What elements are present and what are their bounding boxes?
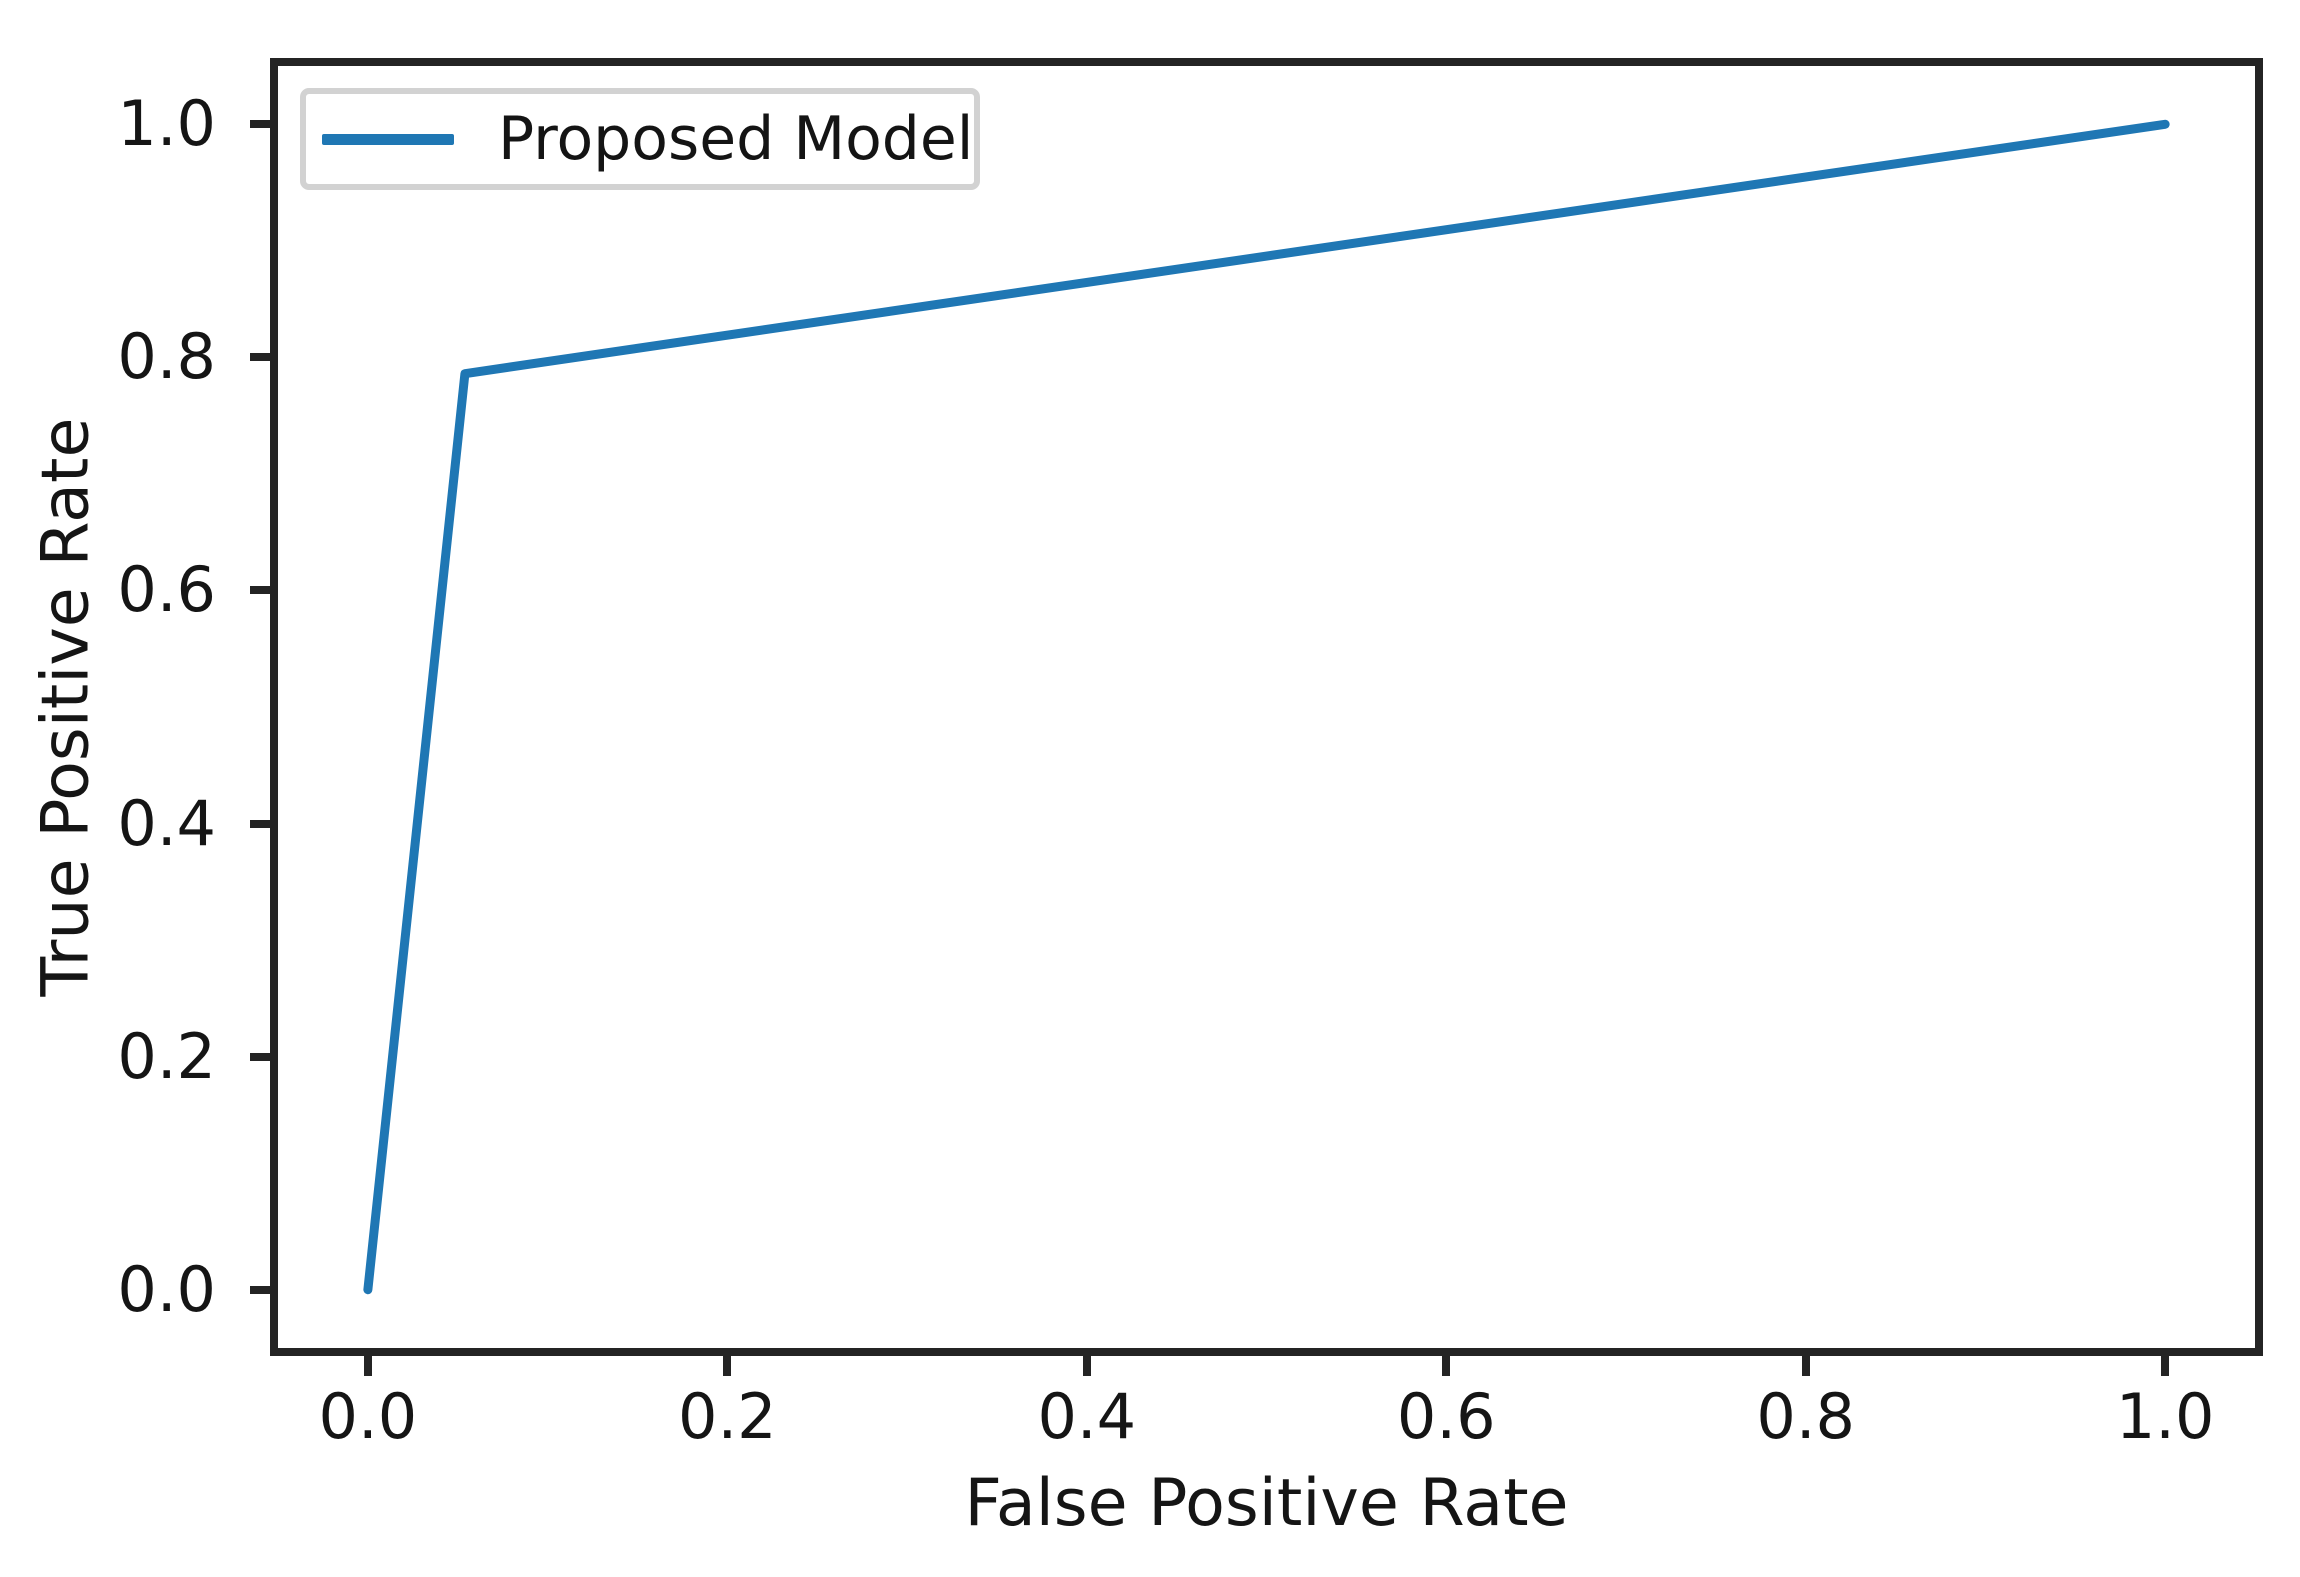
- x-tick-mark: [1801, 1348, 1810, 1376]
- y-tick-label: 0.8: [117, 320, 216, 394]
- legend-line-swatch: [322, 133, 454, 145]
- x-tick-label: 0.0: [318, 1380, 418, 1453]
- y-tick-mark: [250, 1052, 278, 1061]
- y-tick-mark: [250, 819, 278, 828]
- x-tick-label: 0.8: [1756, 1380, 1855, 1453]
- x-tick-label: 1.0: [2115, 1380, 2215, 1453]
- y-tick-label: 0.2: [117, 1019, 216, 1093]
- roc-curve-canvas: [363, 119, 2170, 1295]
- y-tick-label: 0.4: [117, 786, 216, 860]
- y-tick-label: 1.0: [117, 87, 216, 161]
- y-tick-mark: [250, 353, 278, 362]
- y-tick-label: 0.0: [117, 1252, 216, 1326]
- legend: Proposed Model: [300, 88, 980, 190]
- x-tick-mark: [363, 1348, 372, 1376]
- plot-area: 0.0 0.2 0.4 0.6 0.8 1.0 0.0 0.2 0.4 0.6 0.8 1.0 Fa…: [29, 58, 2263, 1541]
- y-tick-mark: [250, 586, 278, 595]
- x-axis-label: False Positive Rate: [964, 1466, 1569, 1541]
- y-tick-label: 0.6: [117, 553, 216, 627]
- legend-entry-label: Proposed Model: [498, 104, 974, 174]
- x-tick-mark: [1442, 1348, 1451, 1376]
- x-tick-mark: [2161, 1348, 2170, 1376]
- y-tick-mark: [250, 120, 278, 129]
- x-tick-label: 0.2: [678, 1380, 777, 1453]
- x-tick-label: 0.6: [1396, 1380, 1496, 1453]
- x-tick-mark: [1082, 1348, 1091, 1376]
- x-tick-label: 0.4: [1037, 1380, 1137, 1453]
- y-axis-label: True Positive Rate: [28, 417, 104, 997]
- x-tick-mark: [723, 1348, 732, 1376]
- roc-line-proposed-model: [363, 119, 2170, 1295]
- y-tick-mark: [250, 1285, 278, 1294]
